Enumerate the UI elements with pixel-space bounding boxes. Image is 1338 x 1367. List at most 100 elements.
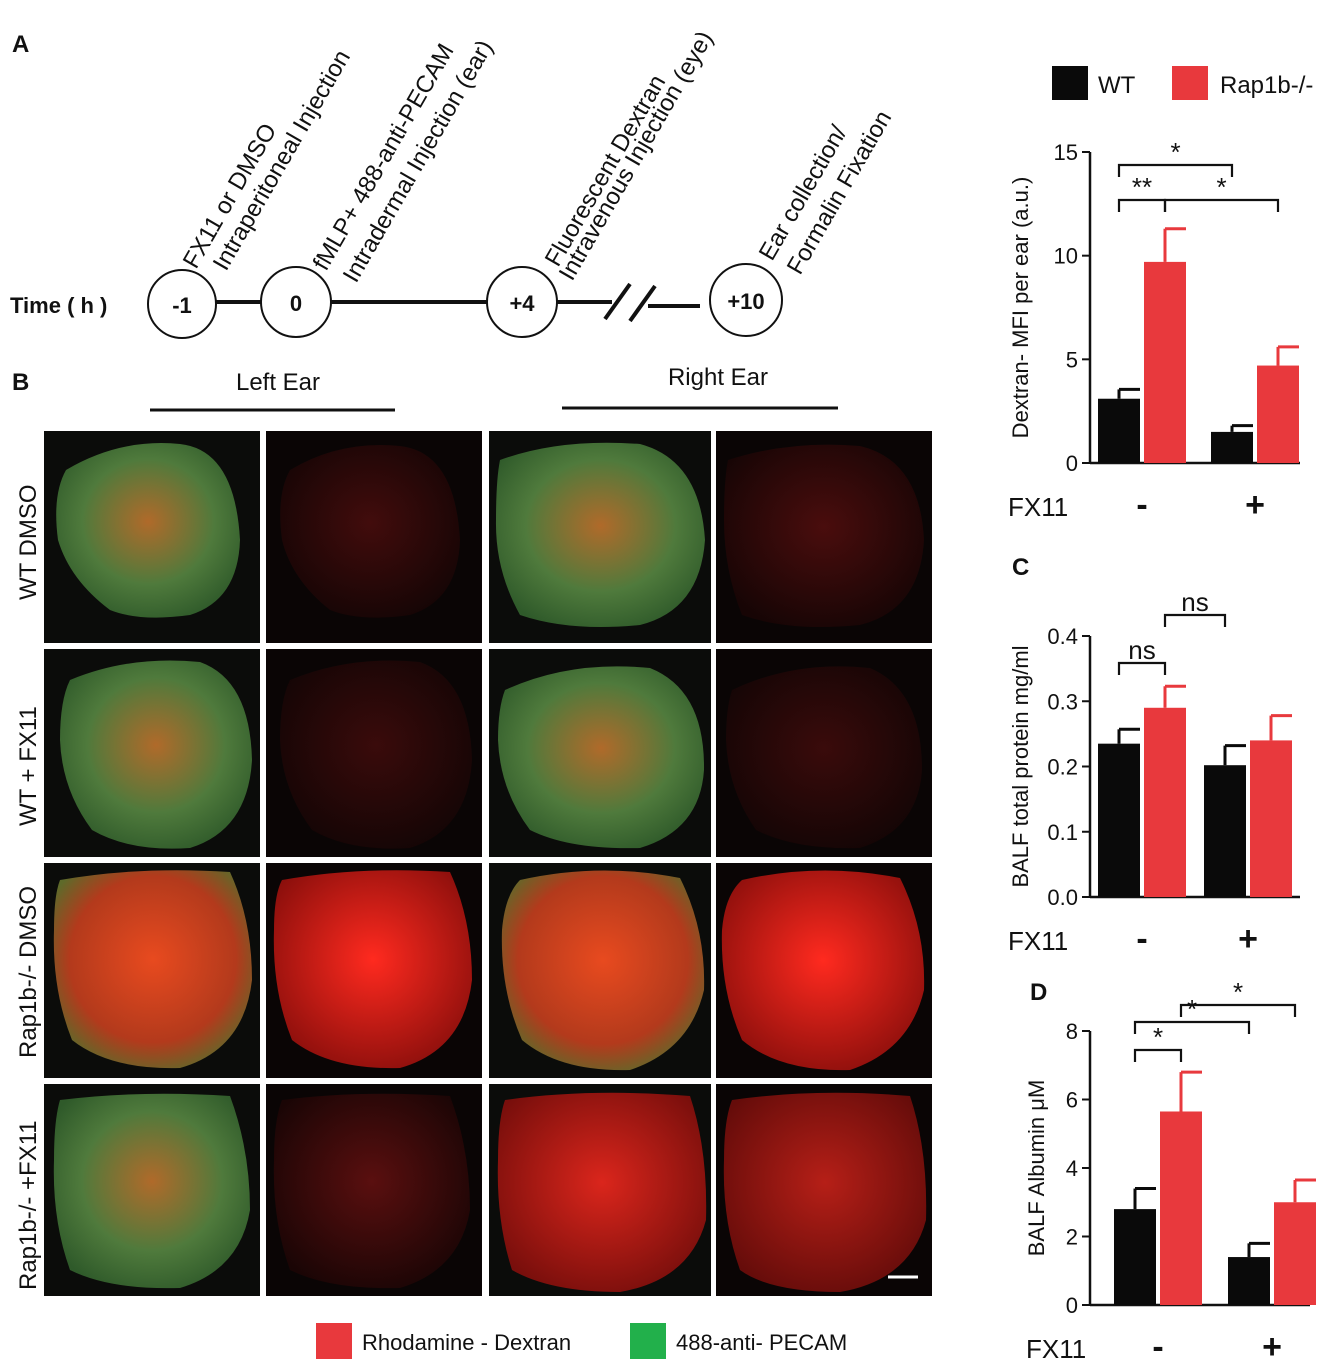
y-tick-label: 15	[1054, 140, 1078, 165]
legend-label-green: 488-anti- PECAM	[676, 1330, 847, 1355]
category-label: -	[1136, 486, 1147, 524]
time-axis-label: Time ( h )	[10, 293, 107, 318]
legend-swatch-red	[316, 1323, 352, 1359]
significance-label: *	[1233, 977, 1243, 1007]
y-tick-label: 10	[1054, 244, 1078, 269]
y-tick-label: 0.1	[1047, 820, 1078, 845]
bar	[1211, 431, 1253, 463]
timepoint-nodes: -1 0 +4 +10	[147, 263, 783, 339]
category-label: +	[1262, 1328, 1282, 1366]
micrograph-grid	[44, 431, 932, 1296]
ear-tissue	[723, 1092, 927, 1292]
timepoint-node	[709, 263, 783, 337]
legend-label-red: Rhodamine - Dextran	[362, 1330, 571, 1355]
significance-bracket	[1117, 661, 1167, 675]
bar	[1160, 1111, 1202, 1305]
significance-label: **	[1132, 172, 1152, 202]
legend-label-wt: WT	[1098, 72, 1136, 99]
timepoint-node	[147, 269, 217, 339]
timepoint-node	[486, 266, 558, 338]
bar	[1114, 1209, 1156, 1305]
bar	[1144, 261, 1186, 463]
y-axis-title: BALF Albumin μM	[1024, 1080, 1049, 1257]
category-title: FX11	[1026, 1334, 1086, 1364]
bar	[1250, 740, 1292, 897]
y-tick-label: 0.3	[1047, 689, 1078, 714]
ear-tissue	[724, 444, 924, 628]
ear-tissue	[53, 1093, 250, 1289]
row-label: Rap1b-/- +FX11	[15, 1120, 42, 1290]
category-title: FX11	[1008, 492, 1068, 522]
ear-tissue	[501, 870, 705, 1071]
ear-tissue	[280, 445, 460, 618]
y-axis-title: Dextran- MFI per ear (a.u.)	[1008, 177, 1033, 439]
series-legend: WT Rap1b-/-	[1052, 66, 1313, 100]
chart-mfi: 0 5 10 15 Dextran- MFI per ear (a.u.) - + FX11 *…	[1008, 137, 1300, 524]
panel-a-label: A	[12, 31, 29, 58]
category-label: -	[1136, 920, 1147, 958]
ear-tissue	[721, 870, 925, 1071]
bar	[1257, 365, 1299, 463]
timeline-step-labels: FX11 or DMSO Intraperitoneal Injection f…	[178, 27, 897, 287]
row-label: WT + FX11	[15, 706, 42, 826]
bar	[1204, 765, 1246, 897]
row-labels: WT DMSO WT + FX11 Rap1b-/- DMSO Rap1b-/-…	[15, 484, 42, 1290]
timepoint-label: 0	[290, 291, 302, 316]
row-label: Rap1b-/- DMSO	[15, 886, 42, 1058]
timeline-lines	[216, 282, 700, 323]
significance-label: ns	[1181, 587, 1208, 617]
significance-label: ns	[1128, 635, 1155, 665]
panel-b-label: B	[12, 369, 29, 396]
y-tick-label: 8	[1066, 1019, 1078, 1044]
significance-label: *	[1187, 994, 1197, 1024]
panel-c-label: C	[1012, 554, 1029, 581]
category-label: +	[1245, 486, 1265, 524]
ear-tissue	[273, 870, 472, 1069]
significance-label: *	[1170, 137, 1180, 167]
timepoint-label: +4	[509, 291, 535, 316]
significance-bracket	[1163, 198, 1280, 212]
ear-tissue	[280, 660, 472, 849]
legend-label-rap1b: Rap1b-/-	[1220, 72, 1313, 99]
ear-tissue	[495, 442, 705, 628]
y-axis-title: BALF total protein mg/ml	[1008, 645, 1033, 887]
timepoint-node	[260, 266, 332, 338]
bar	[1098, 398, 1140, 463]
panel-d-label: D	[1030, 979, 1047, 1006]
ear-tissue	[726, 666, 922, 849]
significance-bracket	[1163, 613, 1227, 627]
category-title: FX11	[1008, 926, 1068, 956]
y-tick-label: 5	[1066, 347, 1078, 372]
y-tick-label: 0.0	[1047, 885, 1078, 910]
y-tick-label: 0	[1066, 451, 1078, 476]
significance-bracket	[1117, 163, 1234, 177]
category-label: +	[1238, 920, 1258, 958]
ear-tissue	[497, 1092, 707, 1292]
ear-tissue	[498, 666, 705, 849]
significance-label: *	[1153, 1022, 1163, 1052]
ear-tissue	[273, 1093, 470, 1289]
timepoint-label: -1	[172, 293, 192, 318]
ear-tissue	[53, 870, 253, 1069]
row-label: WT DMSO	[15, 484, 42, 600]
legend-swatch-green	[630, 1323, 666, 1359]
y-tick-label: 0.2	[1047, 755, 1078, 780]
bar	[1274, 1202, 1316, 1305]
ear-tissue	[56, 443, 241, 618]
step-label: Intravenous Injection (eye)	[554, 27, 719, 285]
chart-protein: 0.0 0.1 0.2 0.3 0.4 BALF total protein mg/ml -…	[1008, 587, 1300, 958]
chart-albumin: 0 2 4 6 8 BALF Albumin μM - + FX11 * * *	[1024, 977, 1316, 1366]
bar	[1228, 1257, 1270, 1305]
category-label: -	[1152, 1328, 1163, 1366]
timepoint-label: +10	[727, 289, 764, 314]
legend-swatch-rap1b	[1172, 66, 1208, 100]
y-tick-label: 6	[1066, 1088, 1078, 1113]
bar	[1098, 743, 1140, 897]
ear-tissue	[60, 660, 252, 849]
y-tick-label: 2	[1066, 1225, 1078, 1250]
y-tick-label: 0	[1066, 1293, 1078, 1318]
significance-bracket	[1179, 1003, 1297, 1017]
left-ear-header: Left Ear	[236, 369, 320, 396]
bar	[1144, 707, 1186, 897]
